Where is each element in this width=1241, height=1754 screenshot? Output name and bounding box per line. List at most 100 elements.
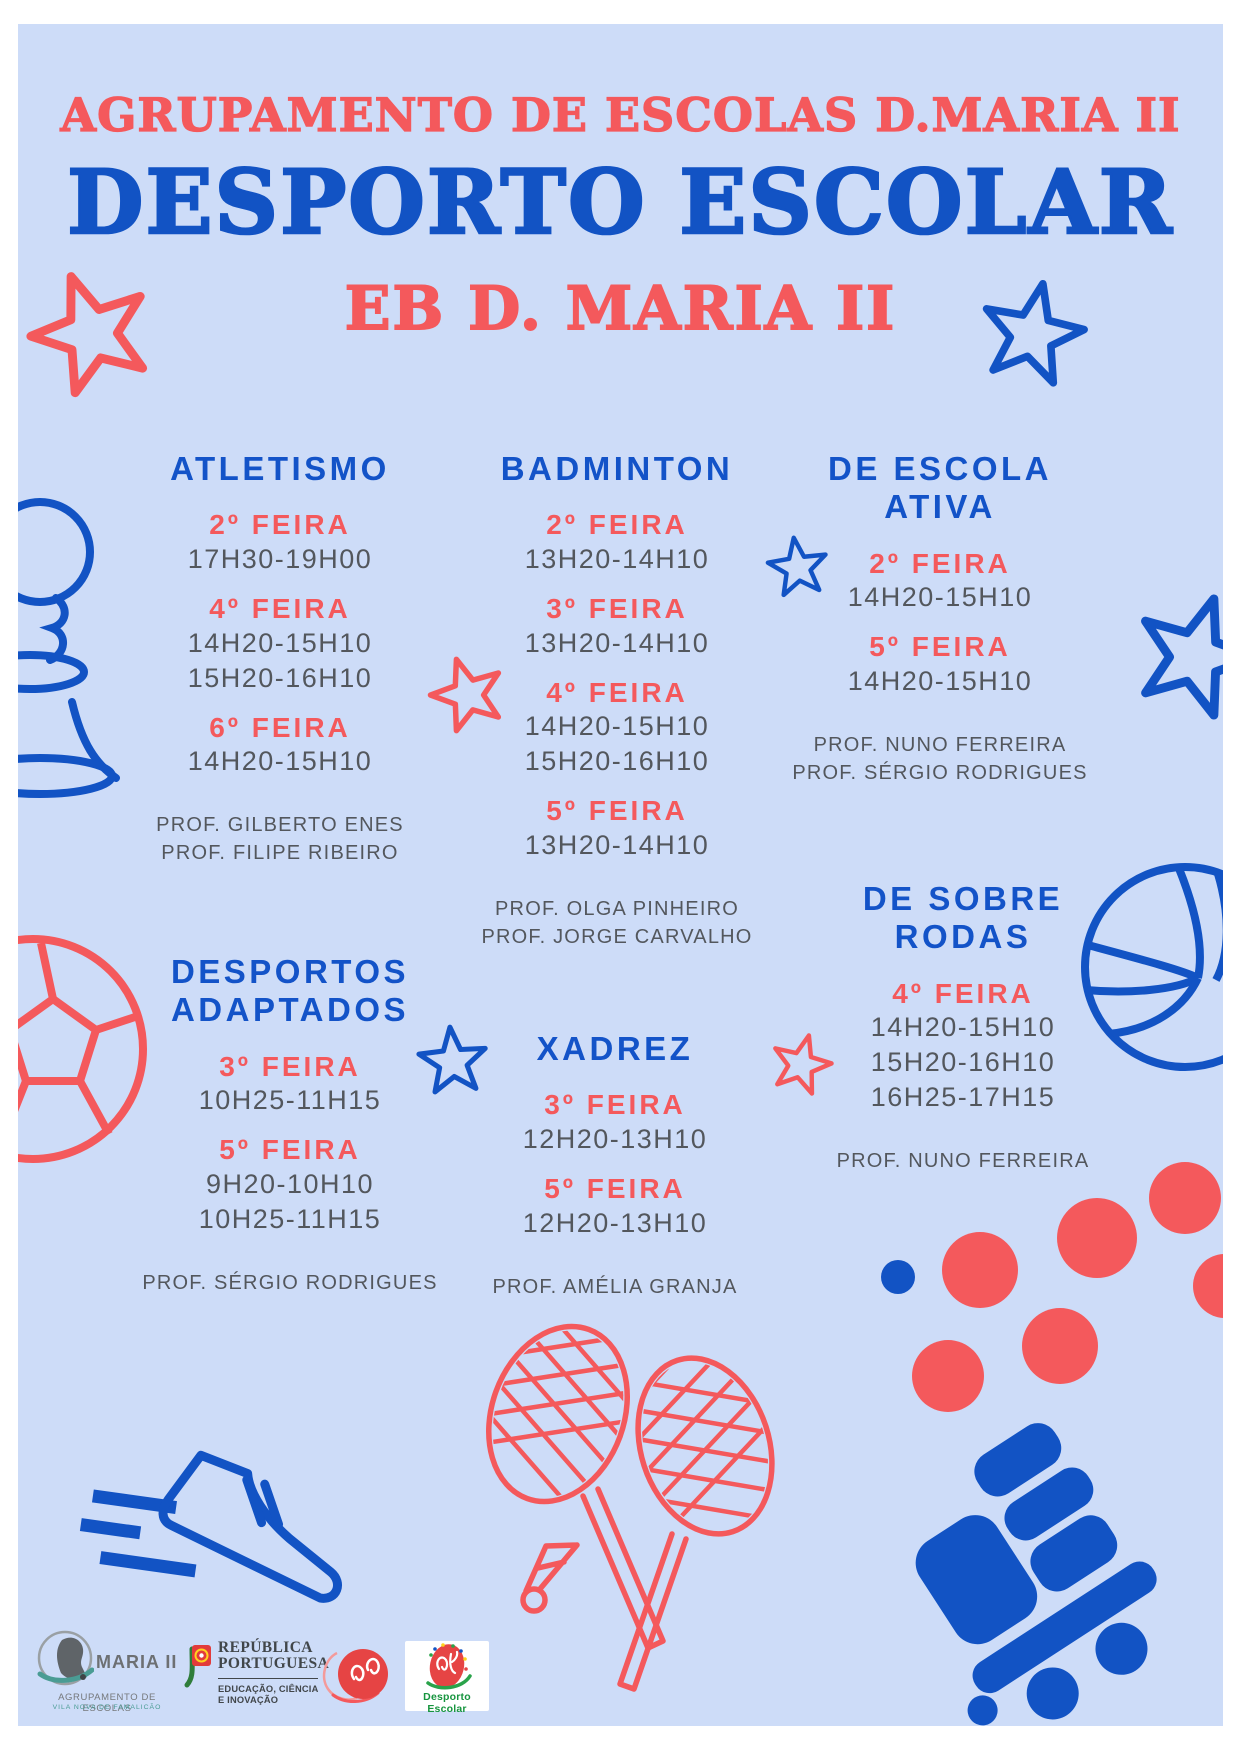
- desporto-escolar-emblem-icon: [322, 1649, 388, 1703]
- time-slot: 13H20-14H10: [524, 627, 710, 658]
- dots-decoration: [868, 1154, 1223, 1434]
- schedule-entries: 2º FEIRA 17H30-19H00 4º FEIRA 14H20-15H10 15…: [120, 508, 440, 779]
- time-slot: 14H20-15H10: [847, 582, 1033, 613]
- professor-name: PROF. OLGA PINHEIRO: [495, 898, 739, 921]
- day-label: 3º FEIRA: [219, 1050, 361, 1082]
- schedule-entry: 4º FEIRA 14H20-15H10 15H20-16H10: [120, 592, 440, 696]
- schedule-entries: 3º FEIRA 12H20-13H10 5º FEIRA 12H20-13H10: [465, 1088, 765, 1240]
- maria-ii-subcaption: VILA NOVA DE FAMALICÃO: [52, 1704, 162, 1711]
- professor-name: PROF. SÉRGIO RODRIGUES: [792, 761, 1088, 784]
- schedule-entry: 5º FEIRA 9H20-10H10 10H25-11H15: [120, 1133, 460, 1237]
- time-slot: 17H30-19H00: [187, 543, 373, 574]
- professor-name: PROF. NUNO FERREIRA: [836, 1150, 1090, 1173]
- schedule-entry: 2º FEIRA 14H20-15H10: [790, 547, 1090, 616]
- day-label: 2º FEIRA: [209, 509, 351, 541]
- day-label: 4º FEIRA: [546, 676, 688, 708]
- republica-caption1: EDUCAÇÃO, CIÊNCIA: [218, 1683, 319, 1694]
- star-icon: [758, 528, 837, 607]
- star-icon: [961, 264, 1103, 406]
- logo-desporto-escolar-emblem: [317, 1641, 391, 1709]
- star-icon: [410, 1019, 497, 1106]
- time-slot: 15H20-16H10: [524, 746, 710, 777]
- section-title: DESPORTOS ADAPTADOS: [170, 953, 410, 1029]
- time-slot: 10H25-11H15: [198, 1203, 382, 1234]
- professors: PROF. AMÉLIA GRANJA: [465, 1273, 765, 1301]
- schedule-entry: 3º FEIRA 13H20-14H10: [457, 592, 777, 661]
- professor-name: PROF. SÉRGIO RODRIGUES: [142, 1272, 438, 1294]
- logo-maria-ii: MARIA II AGRUPAMENTO DE ESCOLAS VILA NOV…: [32, 1630, 182, 1716]
- time-slot: 12H20-13H10: [522, 1123, 708, 1154]
- section-title: XADREZ: [536, 1030, 694, 1067]
- section-atletismo: ATLETISMO 2º FEIRA 17H30-19H00 4º FEIRA 14H…: [120, 450, 440, 867]
- star-icon: [414, 641, 522, 749]
- schedule-entry: 3º FEIRA 12H20-13H10: [465, 1088, 765, 1157]
- time-slot: 14H20-15H10: [187, 627, 373, 658]
- badminton-rackets-icon: [470, 1311, 800, 1706]
- maria-ii-name: MARIA II: [96, 1652, 178, 1672]
- poster-canvas: AGRUPAMENTO DE ESCOLAS D.MARIA II DESPOR…: [18, 24, 1223, 1726]
- day-label: 6º FEIRA: [209, 711, 351, 743]
- professor-name: PROF. GILBERTO ENES: [156, 814, 404, 837]
- time-slot: 16H25-17H15: [870, 1082, 1056, 1113]
- day-label: 2º FEIRA: [546, 509, 688, 541]
- day-label: 5º FEIRA: [546, 795, 688, 827]
- time-slot: 12H20-13H10: [522, 1207, 708, 1238]
- running-shoe-icon: [74, 1444, 384, 1619]
- schedule-entry: 6º FEIRA 14H20-15H10: [120, 711, 440, 780]
- maria-ii-emblem-icon: [37, 1630, 94, 1686]
- divider: [218, 1677, 318, 1679]
- section-desportos-adaptados: DESPORTOS ADAPTADOS 3º FEIRA 10H25-11H15 5…: [120, 953, 460, 1297]
- desporto-escolar-label: Desporto Escolar: [423, 1691, 471, 1715]
- header-school-name: EB D. MARIA II: [344, 273, 897, 345]
- volleyball-icon: [1080, 862, 1223, 1072]
- section-title: BADMINTON: [500, 450, 734, 487]
- professor-name: PROF. AMÉLIA GRANJA: [492, 1275, 738, 1298]
- schedule-entry: 2º FEIRA 17H30-19H00: [120, 508, 440, 577]
- day-label: 4º FEIRA: [892, 977, 1034, 1009]
- day-label: 4º FEIRA: [209, 592, 351, 624]
- time-slot: 9H20-10H10: [205, 1168, 375, 1199]
- section-title: DE ESCOLA ATIVA: [827, 450, 1053, 526]
- shuttlecock-icon: [520, 1542, 580, 1614]
- header-school-group: AGRUPAMENTO DE ESCOLAS D.MARIA II: [60, 87, 1181, 142]
- time-slot: 14H20-15H10: [847, 665, 1033, 696]
- republica-caption2: E INOVAÇÃO: [218, 1695, 279, 1706]
- logo-republica-portuguesa: REPÚBLICA PORTUGUESA EDUCAÇÃO, CIÊNCIA E…: [184, 1639, 334, 1720]
- schedule-entry: 3º FEIRA 10H25-11H15: [120, 1050, 460, 1119]
- time-slot: 10H25-11H15: [198, 1085, 382, 1116]
- schedule-entry: 2º FEIRA 13H20-14H10: [457, 508, 777, 577]
- portugal-flag-icon: [184, 1645, 211, 1688]
- professors: PROF. NUNO FERREIRA: [813, 1147, 1113, 1175]
- schedule-entries: 3º FEIRA 10H25-11H15 5º FEIRA 9H20-10H10 10H…: [120, 1050, 460, 1237]
- desporto-escolar-oval-icon: [426, 1643, 472, 1690]
- section-badminton: BADMINTON 2º FEIRA 13H20-14H10 3º FEIRA 13H…: [457, 450, 777, 951]
- schedule-entry: 4º FEIRA 14H20-15H10 15H20-16H10 16H25-17H1…: [813, 977, 1113, 1116]
- schedule-entry: 5º FEIRA 13H20-14H10: [457, 794, 777, 863]
- section-title: ATLETISMO: [170, 450, 390, 487]
- day-label: 3º FEIRA: [546, 592, 688, 624]
- day-label: 5º FEIRA: [544, 1172, 686, 1204]
- time-slot: 14H20-15H10: [187, 746, 373, 777]
- schedule-entry: 5º FEIRA 12H20-13H10: [465, 1172, 765, 1241]
- day-label: 2º FEIRA: [869, 547, 1011, 579]
- time-slot: 15H20-16H10: [187, 662, 373, 693]
- time-slot: 14H20-15H10: [870, 1012, 1056, 1043]
- professor-name: PROF. NUNO FERREIRA: [813, 733, 1067, 756]
- day-label: 3º FEIRA: [544, 1089, 686, 1121]
- time-slot: 13H20-14H10: [524, 543, 710, 574]
- professors: PROF. OLGA PINHEIRO PROF. JORGE CARVALHO: [457, 895, 777, 951]
- professor-name: PROF. FILIPE RIBEIRO: [161, 842, 399, 865]
- schedule-entries: 2º FEIRA 14H20-15H10 5º FEIRA 14H20-15H10: [790, 547, 1090, 699]
- star-icon: [18, 244, 182, 423]
- schedule-entries: 2º FEIRA 13H20-14H10 3º FEIRA 13H20-14H10 4º…: [457, 508, 777, 863]
- republica-line2: PORTUGUESA: [218, 1655, 330, 1673]
- roller-skate-icon: [888, 1423, 1198, 1726]
- day-label: 5º FEIRA: [869, 631, 1011, 663]
- day-label: 5º FEIRA: [219, 1134, 361, 1166]
- chess-pawn-icon: [18, 490, 130, 800]
- schedule-entry: 4º FEIRA 14H20-15H10 15H20-16H10: [457, 676, 777, 780]
- section-xadrez: XADREZ 3º FEIRA 12H20-13H10 5º FEIRA 12H20-…: [465, 1030, 765, 1301]
- star-icon: [758, 1022, 844, 1108]
- time-slot: 15H20-16H10: [870, 1047, 1056, 1078]
- soccer-ball-icon: [18, 929, 153, 1169]
